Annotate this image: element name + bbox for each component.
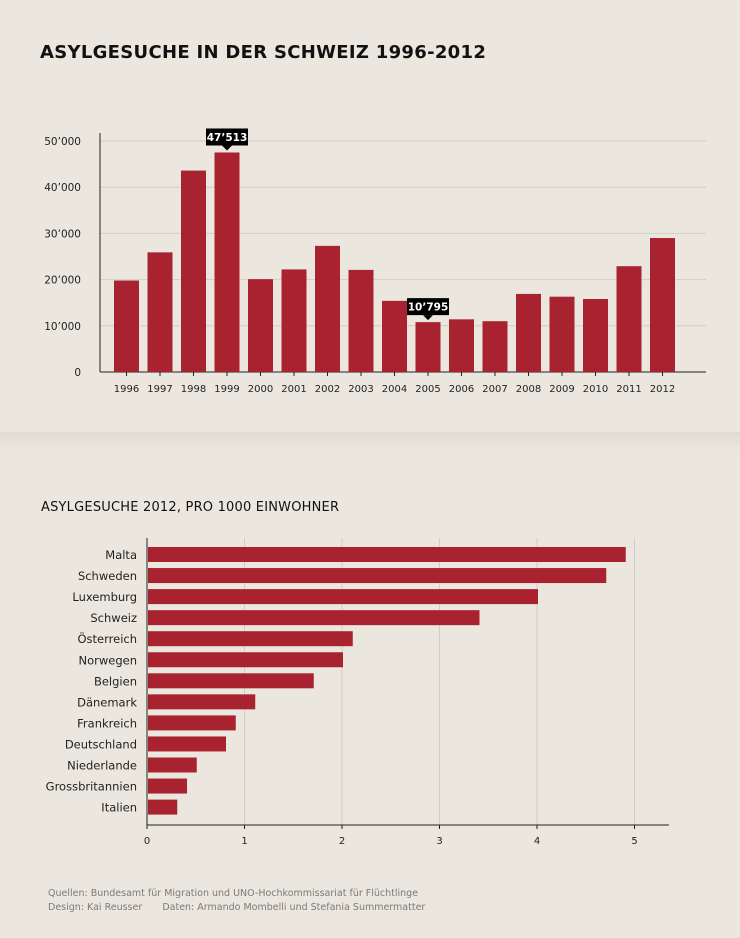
footer-design: Design: Kai Reusser	[48, 902, 143, 913]
y-tick-label: 50’000	[44, 136, 81, 148]
bar-1999	[214, 152, 240, 372]
value-callout-1999: 47’513	[206, 128, 248, 151]
x-tick-label: 2004	[382, 384, 407, 395]
bar-2005	[415, 322, 441, 372]
bar-luxemburg	[148, 589, 538, 605]
bar-2003	[348, 269, 374, 372]
bar-niederlande	[148, 757, 197, 773]
category-label: Niederlande	[67, 759, 137, 773]
bar-1997	[147, 252, 173, 372]
category-label: Italien	[101, 801, 137, 815]
value-callout-2005: 10’795	[407, 298, 449, 321]
bar-2006	[449, 319, 474, 372]
callout-pointer	[222, 145, 232, 151]
bar-österreich	[148, 631, 353, 647]
x-tick-label: 3	[436, 836, 442, 847]
bar-2011	[616, 266, 642, 372]
x-tick-label: 2000	[248, 384, 273, 395]
category-label: Österreich	[77, 630, 137, 646]
x-tick-label: 2	[339, 836, 345, 847]
x-tick-label: 1	[241, 836, 247, 847]
callout-pointer	[423, 315, 433, 321]
bar-frankreich	[148, 715, 236, 731]
bar-2002	[315, 245, 340, 372]
callout-box	[206, 128, 248, 146]
x-tick-label: 1997	[147, 384, 172, 395]
x-tick-label: 2001	[281, 384, 306, 395]
x-tick-label: 2003	[348, 384, 373, 395]
category-label: Dänemark	[77, 695, 137, 709]
bar-belgien	[148, 673, 314, 689]
bar-2007	[482, 321, 508, 372]
footer-credits: Design: Kai Reusser Daten: Armando Mombe…	[48, 901, 425, 915]
category-label: Schweiz	[90, 611, 137, 625]
bar-malta	[148, 547, 626, 562]
bar-norwegen	[148, 652, 343, 668]
category-label: Grossbritannien	[46, 780, 137, 794]
callout-label: 10’795	[408, 302, 449, 314]
bar-2012	[650, 238, 675, 372]
x-tick-label: 2002	[315, 384, 340, 395]
bar-2001	[281, 269, 307, 372]
category-label: Norwegen	[78, 653, 137, 667]
x-tick-label: 2010	[583, 384, 608, 395]
x-tick-label: 2006	[449, 384, 474, 395]
bar-2000	[248, 279, 273, 372]
category-label: Deutschland	[65, 737, 137, 751]
x-tick-label: 2012	[650, 384, 675, 395]
x-tick-label: 4	[534, 836, 540, 847]
x-tick-label: 1996	[114, 384, 139, 395]
category-label: Belgien	[94, 674, 137, 688]
footer-data: Daten: Armando Mombelli und Stefania Sum…	[162, 902, 426, 913]
bar-2009	[549, 296, 575, 372]
x-tick-label: 2008	[516, 384, 541, 395]
bar-italien	[148, 799, 178, 815]
y-tick-label: 40’000	[44, 182, 81, 194]
chart-subtitle: ASYLGESUCHE 2012, PRO 1000 EINWOHNER	[41, 500, 340, 515]
y-tick-label: 0	[74, 367, 81, 379]
x-tick-label: 2007	[482, 384, 507, 395]
bar-2004	[382, 300, 407, 372]
footer: Quellen: Bundesamt für Migration und UNO…	[48, 887, 425, 915]
bar-deutschland	[148, 736, 226, 752]
callout-box	[407, 298, 449, 316]
bar-schweiz	[148, 610, 480, 626]
x-tick-label: 5	[631, 836, 637, 847]
category-label: Malta	[105, 548, 137, 562]
x-tick-label: 1999	[214, 384, 239, 395]
bar-schweden	[148, 568, 607, 584]
yearly-bar-chart: 0 10’000 20’000 30’000 40’000 50’000 1996 1997 1…	[44, 128, 706, 395]
callout-label: 47’513	[207, 132, 248, 144]
category-label: Frankreich	[77, 716, 137, 730]
bar-grossbritannien	[148, 778, 187, 794]
bar-1998	[181, 170, 206, 372]
x-tick-label: 2009	[549, 384, 574, 395]
x-tick-label: 2011	[616, 384, 641, 395]
category-label: Schweden	[78, 569, 137, 583]
section-divider	[0, 432, 740, 450]
bar-2008	[516, 293, 541, 372]
x-tick-label: 2005	[415, 384, 440, 395]
y-tick-label: 30’000	[44, 228, 81, 240]
x-tick-label: 1998	[181, 384, 206, 395]
page-title: ASYLGESUCHE IN DER SCHWEIZ 1996-2012	[40, 42, 487, 63]
bar-2010	[583, 299, 608, 372]
bar-dänemark	[148, 694, 256, 710]
bar-1996	[114, 280, 139, 372]
category-label: Luxemburg	[72, 590, 137, 604]
y-tick-label: 10’000	[44, 321, 81, 333]
y-tick-label: 20’000	[44, 275, 81, 287]
x-tick-label: 0	[144, 836, 150, 847]
footer-sources: Quellen: Bundesamt für Migration und UNO…	[48, 888, 419, 899]
